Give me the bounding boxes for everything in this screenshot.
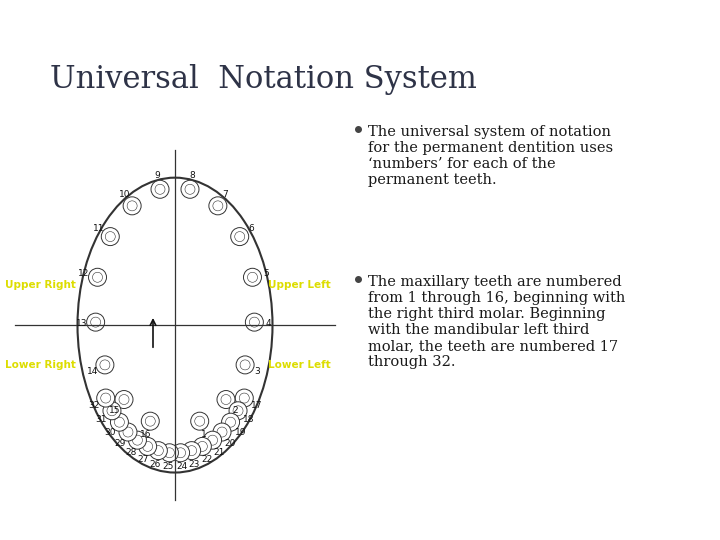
Circle shape bbox=[141, 412, 159, 430]
Text: 27: 27 bbox=[138, 455, 148, 464]
Text: 9: 9 bbox=[155, 171, 161, 180]
Circle shape bbox=[119, 423, 137, 441]
Circle shape bbox=[222, 413, 240, 431]
Circle shape bbox=[217, 390, 235, 409]
Circle shape bbox=[102, 227, 120, 246]
Text: 11: 11 bbox=[93, 224, 104, 233]
Text: 31: 31 bbox=[95, 415, 107, 424]
Circle shape bbox=[96, 389, 114, 407]
Text: 16: 16 bbox=[140, 430, 152, 439]
Text: 25: 25 bbox=[163, 462, 174, 471]
Circle shape bbox=[96, 356, 114, 374]
Text: 8: 8 bbox=[190, 171, 196, 180]
Circle shape bbox=[213, 423, 231, 441]
Text: 6: 6 bbox=[248, 224, 254, 233]
Text: 12: 12 bbox=[78, 269, 90, 278]
Circle shape bbox=[149, 442, 167, 460]
Circle shape bbox=[191, 412, 209, 430]
Text: 19: 19 bbox=[235, 428, 246, 437]
Text: with the mandibular left third: with the mandibular left third bbox=[368, 323, 590, 337]
Text: through 32.: through 32. bbox=[368, 355, 456, 369]
Text: 2: 2 bbox=[232, 406, 238, 415]
Circle shape bbox=[181, 180, 199, 198]
Circle shape bbox=[151, 180, 169, 198]
Text: 30: 30 bbox=[104, 428, 115, 437]
Text: 10: 10 bbox=[119, 190, 130, 199]
Circle shape bbox=[243, 268, 261, 286]
Text: 21: 21 bbox=[213, 448, 225, 457]
Circle shape bbox=[183, 442, 201, 460]
Circle shape bbox=[235, 389, 253, 407]
Text: 13: 13 bbox=[76, 319, 88, 328]
Text: Upper Right: Upper Right bbox=[5, 280, 76, 290]
Text: for the permanent dentition uses: for the permanent dentition uses bbox=[368, 141, 613, 155]
Circle shape bbox=[194, 437, 212, 455]
Circle shape bbox=[139, 437, 157, 455]
Text: Lower Right: Lower Right bbox=[5, 360, 76, 370]
Circle shape bbox=[161, 444, 179, 462]
Text: 26: 26 bbox=[150, 460, 161, 469]
Text: Lower Left: Lower Left bbox=[268, 360, 330, 370]
Circle shape bbox=[209, 197, 227, 215]
Text: 22: 22 bbox=[202, 455, 213, 464]
Circle shape bbox=[115, 390, 133, 409]
Text: 17: 17 bbox=[251, 401, 262, 409]
Text: 28: 28 bbox=[125, 448, 137, 457]
Circle shape bbox=[128, 431, 146, 449]
Circle shape bbox=[123, 197, 141, 215]
Text: 18: 18 bbox=[243, 415, 255, 424]
Text: 20: 20 bbox=[225, 439, 236, 448]
Text: The maxillary teeth are numbered: The maxillary teeth are numbered bbox=[368, 275, 621, 289]
Text: 4: 4 bbox=[266, 319, 271, 328]
Text: 32: 32 bbox=[88, 401, 99, 409]
Circle shape bbox=[236, 356, 254, 374]
Circle shape bbox=[230, 227, 248, 246]
Circle shape bbox=[171, 444, 189, 462]
Text: ‘numbers’ for each of the: ‘numbers’ for each of the bbox=[368, 157, 556, 171]
Circle shape bbox=[89, 268, 107, 286]
Text: the right third molar. Beginning: the right third molar. Beginning bbox=[368, 307, 606, 321]
Circle shape bbox=[204, 431, 222, 449]
Circle shape bbox=[246, 313, 264, 331]
Circle shape bbox=[229, 402, 247, 420]
Text: 5: 5 bbox=[264, 269, 269, 278]
Circle shape bbox=[110, 413, 128, 431]
Text: 14: 14 bbox=[87, 367, 99, 376]
Text: 23: 23 bbox=[189, 460, 200, 469]
Text: 15: 15 bbox=[109, 406, 121, 415]
Text: permanent teeth.: permanent teeth. bbox=[368, 173, 497, 187]
Text: Universal  Notation System: Universal Notation System bbox=[50, 64, 477, 94]
Circle shape bbox=[86, 313, 104, 331]
Text: 29: 29 bbox=[114, 439, 125, 448]
Text: 1: 1 bbox=[201, 430, 207, 439]
Text: 24: 24 bbox=[176, 462, 187, 471]
Circle shape bbox=[103, 402, 121, 420]
Text: from 1 through 16, beginning with: from 1 through 16, beginning with bbox=[368, 291, 626, 305]
Text: molar, the teeth are numbered 17: molar, the teeth are numbered 17 bbox=[368, 339, 618, 353]
Text: Upper Left: Upper Left bbox=[268, 280, 330, 290]
Text: 3: 3 bbox=[254, 367, 260, 376]
Text: The universal system of notation: The universal system of notation bbox=[368, 125, 611, 139]
Text: 7: 7 bbox=[222, 190, 228, 199]
